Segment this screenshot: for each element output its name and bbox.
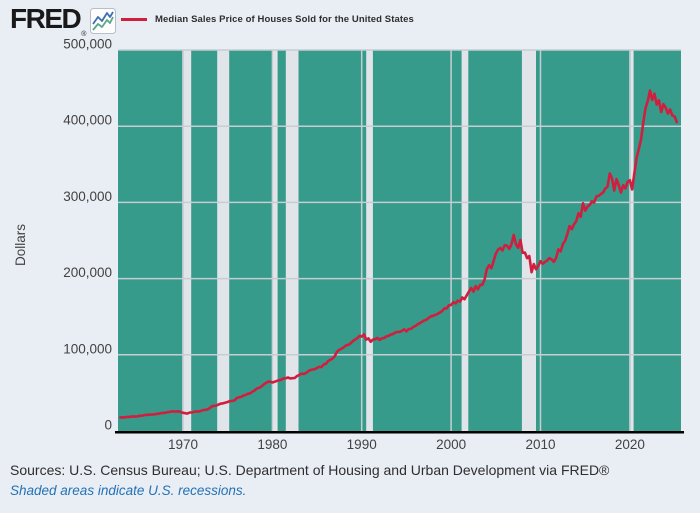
y-axis-title: Dollars xyxy=(13,224,28,266)
recession-band xyxy=(272,50,278,431)
x-tick-label: 2010 xyxy=(525,437,555,452)
y-tick-label: 0 xyxy=(104,418,112,433)
plot-background[interactable] xyxy=(118,50,681,431)
x-tick-label: 2020 xyxy=(615,437,645,452)
fred-logo-text: FRED xyxy=(10,3,82,34)
recession-band xyxy=(285,50,299,431)
series-line-median-sales-price[interactable] xyxy=(119,89,679,419)
recession-band xyxy=(217,50,230,431)
y-tick-label: 400,000 xyxy=(63,113,112,128)
sources-text: Sources: U.S. Census Bureau; U.S. Depart… xyxy=(10,462,610,478)
recession-band xyxy=(182,50,192,431)
recession-band xyxy=(630,50,634,431)
fred-logo-registered-mark: ® xyxy=(81,31,87,38)
y-tick-label: 200,000 xyxy=(63,265,112,280)
series-legend: Median Sales Price of Houses Sold for th… xyxy=(121,14,414,25)
chart-plot[interactable]: 0 100,000 200,000 300,000 400,000 500,000 1970… xyxy=(0,0,700,458)
series-legend-swatch xyxy=(121,18,147,21)
fred-logo-chart-icon xyxy=(90,8,117,39)
recession-note-link[interactable]: Shaded areas indicate U.S. recessions. xyxy=(10,483,247,498)
y-tick-label: 500,000 xyxy=(63,37,112,52)
x-tick-label: 1970 xyxy=(168,437,198,452)
x-tick-label: 1980 xyxy=(257,437,287,452)
fred-logo[interactable]: FRED ® xyxy=(10,3,117,39)
y-tick-label: 100,000 xyxy=(63,341,112,356)
x-tick-label: 1990 xyxy=(347,437,377,452)
x-tick-label: 2000 xyxy=(436,437,466,452)
recession-band xyxy=(366,50,373,431)
recession-band xyxy=(521,50,536,431)
recession-band xyxy=(461,50,469,431)
series-legend-label: Median Sales Price of Houses Sold for th… xyxy=(155,14,414,25)
y-tick-label: 300,000 xyxy=(63,189,112,204)
